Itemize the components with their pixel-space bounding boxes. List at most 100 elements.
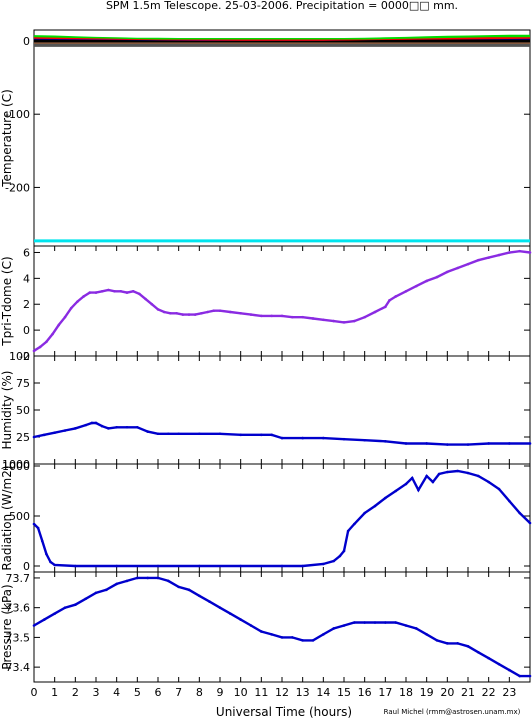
data-point <box>528 442 532 445</box>
data-point <box>363 511 366 515</box>
panel-frame <box>33 463 531 573</box>
data-point <box>363 438 366 442</box>
x-tick-label: 1 <box>51 686 58 699</box>
data-point <box>353 621 356 624</box>
data-point <box>63 606 67 609</box>
data-point <box>144 297 147 301</box>
panel-humidity: 100 75 50 25 1000 Humidity (%) <box>0 350 532 471</box>
data-point <box>404 442 408 445</box>
data-point <box>76 300 79 303</box>
data-point <box>466 443 470 446</box>
data-point <box>342 437 346 441</box>
x-tick-label: 12 <box>275 686 289 699</box>
x-tick-label: 8 <box>196 686 203 699</box>
x-tick-label: 23 <box>502 686 516 699</box>
x-tick-label: 14 <box>316 686 330 699</box>
x-tick-label: 2 <box>72 686 79 699</box>
data-point <box>346 529 350 533</box>
data-point <box>74 427 77 430</box>
data-point <box>332 559 335 563</box>
x-tick-label: 18 <box>399 686 413 699</box>
data-point <box>74 564 77 568</box>
data-point <box>177 432 180 436</box>
data-point <box>53 431 56 434</box>
data-point <box>431 480 435 484</box>
data-point <box>115 425 118 429</box>
data-point <box>94 421 98 425</box>
data-point <box>508 251 511 254</box>
data-point <box>487 442 490 445</box>
data-point <box>508 442 511 445</box>
data-point <box>198 564 201 568</box>
y-tick-label: 100 <box>9 350 30 363</box>
x-tick-label: 19 <box>420 686 434 699</box>
data-point <box>43 433 46 437</box>
y-tick-label: 50 <box>16 404 30 417</box>
data-point <box>270 433 273 437</box>
data-point <box>384 305 387 309</box>
data-point <box>456 266 459 270</box>
data-point <box>466 645 470 648</box>
data-point <box>115 582 118 586</box>
data-point <box>508 668 511 672</box>
data-point <box>156 308 160 311</box>
y-tick-label: 500 <box>9 510 30 523</box>
series-line <box>33 576 530 678</box>
data-point <box>487 656 490 660</box>
data-point <box>105 588 108 592</box>
data-point <box>260 433 263 437</box>
data-point <box>446 470 449 474</box>
data-point <box>260 630 263 633</box>
data-point <box>156 432 160 436</box>
data-point <box>404 482 408 486</box>
data-point <box>198 432 201 436</box>
data-point <box>456 642 459 645</box>
x-tick-label: 10 <box>234 686 248 699</box>
data-point <box>125 291 129 294</box>
x-tick-label: 16 <box>358 686 372 699</box>
data-point <box>291 315 294 319</box>
data-point <box>206 310 209 314</box>
y-axis-label: Tpri-Tdome (C) <box>0 256 14 346</box>
y-tick-label: -100 <box>5 108 30 121</box>
data-point <box>239 311 242 315</box>
data-point <box>487 256 490 259</box>
y-axis-label: Humidity (%) <box>0 371 14 450</box>
data-point <box>342 549 346 553</box>
data-point <box>88 291 92 294</box>
data-point <box>146 576 149 580</box>
data-point <box>353 319 356 323</box>
data-point <box>32 435 36 439</box>
y-tick-label: 0 <box>23 324 30 337</box>
series-line <box>33 39 530 44</box>
data-point <box>94 291 98 294</box>
data-point <box>301 639 304 642</box>
data-point <box>497 253 501 257</box>
data-point <box>125 579 129 583</box>
data-point <box>167 579 170 583</box>
data-point <box>466 471 470 475</box>
data-point <box>53 612 56 615</box>
y-tick-label: 25 <box>16 431 30 444</box>
data-point <box>301 436 304 440</box>
data-point <box>497 487 501 491</box>
data-point <box>373 621 377 624</box>
data-point <box>136 425 139 429</box>
data-point <box>119 289 123 293</box>
x-tick-label: 20 <box>440 686 454 699</box>
data-point <box>425 474 428 478</box>
data-point <box>150 302 154 306</box>
data-point <box>518 511 521 515</box>
x-tick-label: 7 <box>175 686 182 699</box>
data-point <box>82 295 85 298</box>
y-tick-label: -2 <box>19 350 30 363</box>
data-point <box>404 624 408 627</box>
data-point <box>435 639 439 642</box>
y-tick-label: -200 <box>5 181 30 194</box>
data-point <box>177 585 180 589</box>
data-point <box>311 317 315 320</box>
data-point <box>239 433 242 437</box>
data-point <box>136 576 139 580</box>
